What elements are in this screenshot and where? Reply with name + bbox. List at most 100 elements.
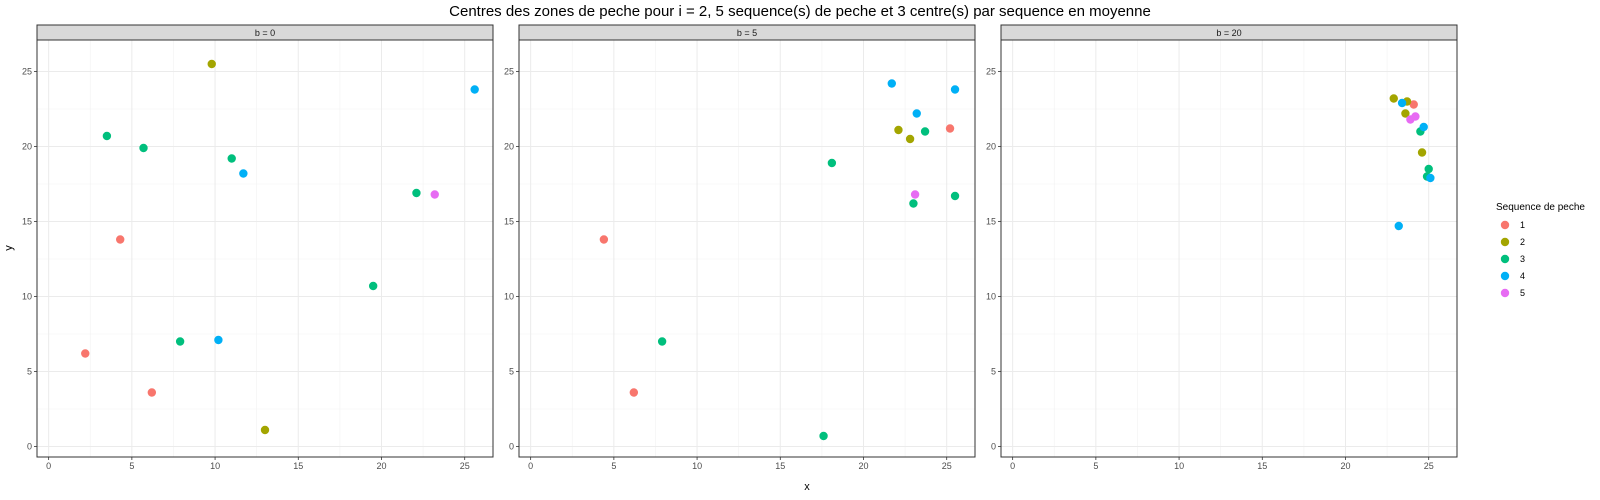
y-tick-label: 15 <box>986 217 996 227</box>
data-point <box>827 158 837 168</box>
data-point <box>239 169 248 178</box>
data-point <box>819 431 828 441</box>
data-point <box>1394 221 1403 231</box>
legend-label: 1 <box>1520 220 1525 230</box>
data-point <box>214 335 223 345</box>
x-tick-label: 25 <box>942 461 952 471</box>
data-point <box>1419 122 1428 132</box>
legend-label: 2 <box>1520 237 1525 247</box>
x-tick-label: 20 <box>1340 461 1350 471</box>
y-tick-label: 0 <box>27 442 32 452</box>
data-point <box>1389 94 1398 103</box>
x-tick-label: 5 <box>1093 461 1098 471</box>
legend-key <box>1500 288 1510 298</box>
legend-key <box>1500 271 1510 281</box>
data-point <box>227 154 236 163</box>
y-tick-label: 10 <box>22 292 32 302</box>
facet-strip-label: b = 20 <box>1216 28 1241 38</box>
data-point <box>920 127 930 136</box>
x-tick-label: 25 <box>1424 461 1434 471</box>
data-point <box>950 85 960 94</box>
y-tick-label: 15 <box>504 217 514 227</box>
facet-panel: 0 5 10 15 20 25 0 5 10 15 20 25 b = 0 <box>22 24 494 471</box>
data-point <box>629 388 639 397</box>
legend-key <box>1500 237 1510 247</box>
data-point <box>1426 173 1435 183</box>
y-tick-label: 0 <box>509 442 514 452</box>
panel-background <box>37 40 493 457</box>
data-point <box>1424 164 1433 174</box>
x-tick-label: 15 <box>775 461 785 471</box>
facet-panels: 0 5 10 15 20 25 0 5 10 15 20 25 b = 0 0 5 10 15 20 25 0 5 10 1… <box>22 24 1458 471</box>
x-tick-label: 25 <box>460 461 470 471</box>
data-point <box>470 85 479 94</box>
data-point <box>1409 100 1418 109</box>
x-tick-label: 0 <box>528 461 533 471</box>
data-point <box>599 235 609 244</box>
y-tick-label: 5 <box>509 367 514 377</box>
facet-panel: 0 5 10 15 20 25 0 5 10 15 20 25 b = 20 <box>986 24 1458 471</box>
data-point <box>147 388 157 397</box>
legend-label: 5 <box>1520 288 1525 298</box>
data-point <box>657 337 667 346</box>
data-point <box>912 109 921 118</box>
x-tick-label: 5 <box>129 461 134 471</box>
x-tick-label: 10 <box>692 461 702 471</box>
x-tick-label: 0 <box>1010 461 1015 471</box>
data-point <box>102 131 112 141</box>
facet-panel: 0 5 10 15 20 25 0 5 10 15 20 25 b = 5 <box>504 24 976 471</box>
x-tick-label: 20 <box>858 461 868 471</box>
data-point <box>175 337 185 346</box>
x-tick-label: 20 <box>376 461 386 471</box>
chart-title: Centres des zones de peche pour i = 2, 5… <box>449 3 1151 20</box>
data-point <box>1406 115 1415 124</box>
x-tick-label: 10 <box>210 461 220 471</box>
y-tick-label: 15 <box>22 217 32 227</box>
data-point <box>139 143 148 153</box>
panel-background <box>519 40 975 457</box>
y-tick-label: 20 <box>504 142 514 152</box>
y-tick-label: 10 <box>504 292 514 302</box>
data-point <box>368 281 378 291</box>
y-tick-label: 20 <box>22 142 32 152</box>
y-tick-label: 20 <box>986 142 996 152</box>
x-tick-label: 15 <box>293 461 303 471</box>
data-point <box>1401 109 1410 118</box>
y-tick-label: 25 <box>986 67 996 77</box>
y-tick-label: 5 <box>27 367 32 377</box>
y-tick-label: 25 <box>22 67 32 77</box>
data-point <box>1397 98 1407 108</box>
legend: Sequence de peche 1 2 3 4 5 <box>1496 202 1585 298</box>
legend-title: Sequence de peche <box>1496 202 1585 213</box>
data-point <box>412 188 421 198</box>
data-point <box>887 79 896 88</box>
data-point <box>945 124 955 133</box>
data-point <box>909 199 918 208</box>
y-tick-label: 10 <box>986 292 996 302</box>
facet-strip <box>36 24 494 41</box>
data-point <box>116 235 125 244</box>
data-point <box>950 191 960 201</box>
data-point <box>905 134 915 144</box>
x-tick-label: 5 <box>611 461 616 471</box>
x-tick-label: 0 <box>46 461 51 471</box>
data-point <box>81 349 90 358</box>
panel-background <box>1001 40 1457 457</box>
y-tick-label: 5 <box>991 367 996 377</box>
facet-strip-label: b = 5 <box>737 28 757 38</box>
y-tick-label: 25 <box>504 67 514 77</box>
data-point <box>1417 148 1427 157</box>
y-tick-label: 0 <box>991 442 996 452</box>
data-point <box>894 125 903 135</box>
x-tick-label: 15 <box>1257 461 1267 471</box>
legend-key <box>1500 254 1510 264</box>
legend-label: 3 <box>1520 254 1525 264</box>
facet-strip <box>1000 24 1458 41</box>
data-point <box>207 59 216 69</box>
data-point <box>260 425 270 435</box>
data-point <box>430 190 439 199</box>
legend-label: 4 <box>1520 271 1525 281</box>
x-axis-label: x <box>804 481 810 493</box>
data-point <box>910 190 920 199</box>
